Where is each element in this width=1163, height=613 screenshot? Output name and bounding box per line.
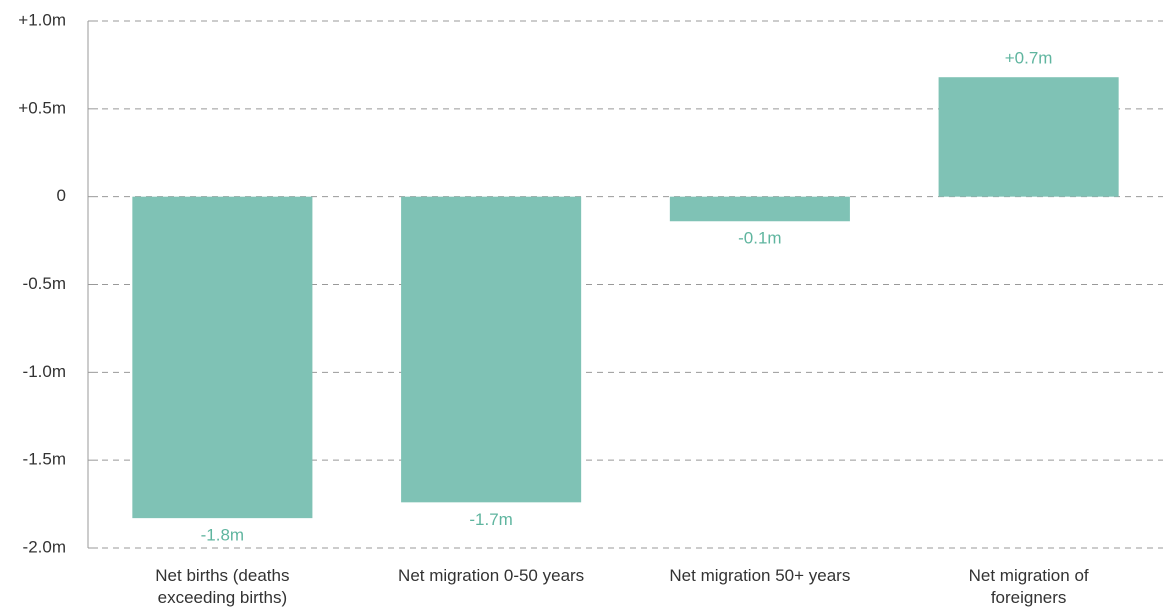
y-tick-label: -2.0m	[23, 537, 66, 556]
bar	[938, 77, 1119, 197]
y-tick-label: -0.5m	[23, 274, 66, 293]
value-label: -0.1m	[738, 229, 781, 248]
value-label: -1.8m	[201, 526, 244, 545]
y-tick-label: +1.0m	[18, 10, 66, 29]
y-tick-label: -1.5m	[23, 450, 66, 469]
x-tick-label: Net births (deaths exceeding births)	[155, 566, 290, 607]
y-tick-label: +0.5m	[18, 98, 66, 117]
bar	[132, 196, 313, 519]
y-tick-label: -1.0m	[23, 362, 66, 381]
y-tick-label: 0	[57, 186, 66, 205]
value-label: +0.7m	[1005, 49, 1053, 68]
x-tick-label: Net migration 0-50 years	[398, 566, 585, 585]
x-tick-label: Net migration 50+ years	[669, 566, 851, 585]
bar	[401, 196, 582, 503]
bar	[669, 196, 850, 222]
x-tick-label: Net migration of foreigners	[968, 566, 1089, 607]
value-label: -1.7m	[469, 510, 512, 529]
